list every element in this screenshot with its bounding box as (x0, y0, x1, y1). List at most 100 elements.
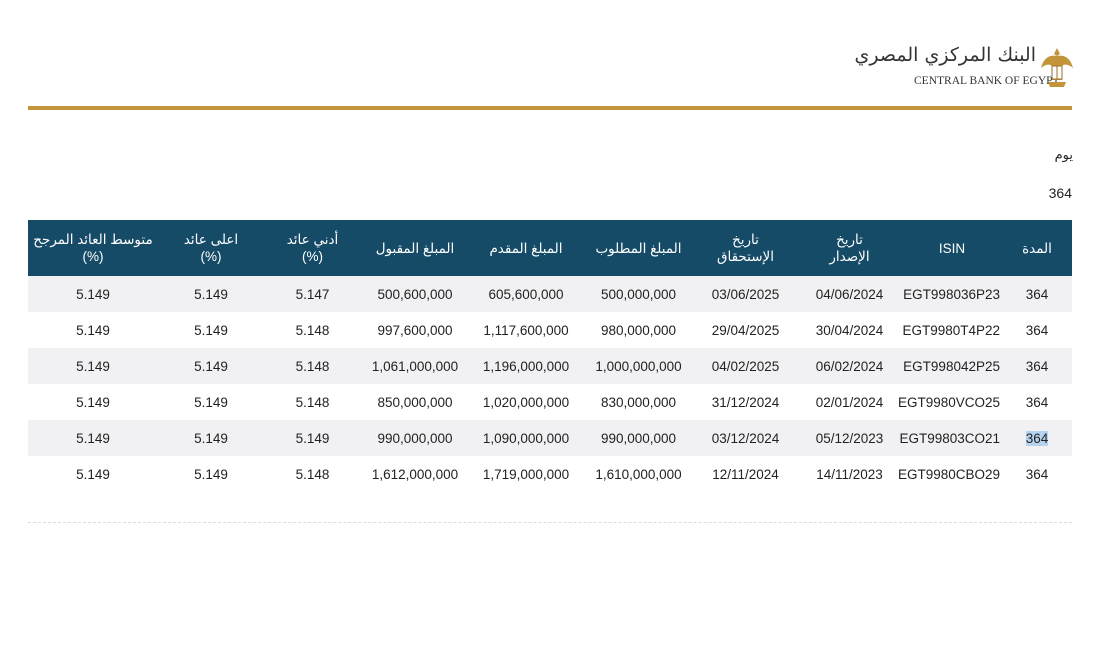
table-cell: 04/06/2024 (797, 276, 902, 312)
table-cell: 1,196,000,000 (469, 348, 583, 384)
logo-arabic: البنك المركزي المصري (854, 44, 1036, 66)
table-cell: 1,000,000,000 (583, 348, 694, 384)
table-cell: EGT9980CBO29 (898, 456, 1002, 492)
table-cell: 364 (1002, 276, 1072, 312)
table-cell: 05/12/2023 (797, 420, 902, 456)
cell-text: 5.149 (194, 322, 228, 338)
cell-text: 29/04/2025 (711, 322, 780, 338)
table-cell: 5.149 (28, 348, 158, 384)
table-row: 364 EGT9980CBO29 14/11/2023 12/11/2024 1,610… (28, 456, 1072, 492)
column-header: المدة (1002, 220, 1072, 276)
table-cell: EGT99803CO21 (899, 420, 1002, 456)
cell-text: EGT9980T4P22 (902, 322, 1000, 338)
table-row: 364 EGT9980T4P22 30/04/2024 29/04/2025 980,0… (28, 312, 1072, 348)
gold-rule (28, 106, 1072, 110)
table-cell: 5.148 (264, 456, 361, 492)
table-cell: 364 (1002, 456, 1072, 492)
cell-text: 30/04/2024 (815, 322, 884, 338)
cell-text: 1,610,000,000 (595, 466, 682, 482)
table-cell: 364 (1002, 312, 1072, 348)
table-cell: 5.149 (28, 384, 158, 420)
table-cell: 5.148 (264, 384, 361, 420)
cell-text: 5.148 (295, 466, 330, 482)
table-cell: 830,000,000 (583, 384, 694, 420)
cell-text: EGT998036P23 (903, 286, 1000, 302)
cell-text: 850,000,000 (377, 394, 453, 410)
cell-text: 364 (1025, 286, 1049, 302)
cell-text: 5.149 (194, 358, 228, 374)
table-row: 364 EGT998036P23 04/06/2024 03/06/2025 500,0… (28, 276, 1072, 312)
table-cell: 5.149 (158, 456, 264, 492)
table-cell: EGT9980T4P22 (902, 312, 1002, 348)
cell-text: 03/12/2024 (711, 430, 780, 446)
table-row: 364 EGT99803CO21 05/12/2023 03/12/2024 990,0… (28, 420, 1072, 456)
cell-text: 980,000,000 (600, 322, 677, 338)
column-header: المبلغ المطلوب (583, 220, 694, 276)
table-cell: 1,719,000,000 (469, 456, 583, 492)
cell-text: 5.149 (76, 286, 110, 302)
cell-text: 364 (1025, 358, 1049, 374)
cell-text: EGT99803CO21 (899, 430, 1000, 446)
table-cell: 1,020,000,000 (469, 384, 583, 420)
cell-text: 5.148 (295, 358, 330, 374)
table-cell: 364 (1002, 420, 1072, 456)
table-cell: 500,600,000 (361, 276, 469, 312)
table-cell: 990,000,000 (361, 420, 469, 456)
table-cell: 5.149 (28, 276, 158, 312)
cell-text: 500,000,000 (600, 286, 677, 302)
table-cell: 30/04/2024 (797, 312, 902, 348)
table-cell: 1,061,000,000 (361, 348, 469, 384)
table-cell: 5.149 (264, 420, 361, 456)
cell-text: 1,020,000,000 (482, 394, 570, 410)
table-row: 364 EGT9980VCO25 02/01/2024 31/12/2024 830,0… (28, 384, 1072, 420)
table-cell: 5.148 (264, 348, 361, 384)
cell-text: 990,000,000 (600, 430, 677, 446)
cell-text: 5.147 (295, 286, 330, 302)
cell-text: 04/06/2024 (815, 286, 884, 302)
column-header: اعلى عائد (%) (158, 220, 264, 276)
table-cell: 1,612,000,000 (361, 456, 469, 492)
cell-text: 5.149 (295, 430, 330, 446)
cell-text: 04/02/2025 (711, 358, 780, 374)
cell-text: EGT9980CBO29 (897, 466, 1000, 482)
table-cell: 5.149 (158, 276, 264, 312)
table-cell: 29/04/2025 (694, 312, 797, 348)
table-cell: 02/01/2024 (797, 384, 902, 420)
table-cell: 04/02/2025 (694, 348, 797, 384)
table-cell: 500,000,000 (583, 276, 694, 312)
cell-text: 02/01/2024 (815, 394, 884, 410)
cell-text: 5.149 (194, 286, 228, 302)
cell-text: 5.149 (76, 322, 110, 338)
cell-text: 12/11/2024 (712, 466, 779, 482)
cell-text: 5.148 (295, 394, 330, 410)
logo: البنك المركزي المصري CENTRAL BANK OF EGY… (855, 44, 1074, 90)
cell-text: 31/12/2024 (711, 394, 780, 410)
table-cell: 5.148 (264, 312, 361, 348)
table-body: 364 EGT998036P23 04/06/2024 03/06/2025 500,0… (28, 276, 1072, 492)
cell-text: 1,719,000,000 (482, 466, 570, 482)
table-cell: 980,000,000 (583, 312, 694, 348)
cell-text: 364 (1025, 430, 1049, 446)
cell-text: 1,000,000,000 (595, 358, 682, 374)
cell-text: 1,117,600,000 (483, 322, 569, 338)
cell-text: 5.149 (76, 394, 110, 410)
cell-text: 1,061,000,000 (371, 358, 459, 374)
column-header: أدني عائد (%) (264, 220, 361, 276)
table-cell: 03/12/2024 (694, 420, 797, 456)
table-cell: 14/11/2023 (797, 456, 902, 492)
table-cell: EGT998042P25 (902, 348, 1002, 384)
table-cell: 605,600,000 (469, 276, 583, 312)
cell-text: 997,600,000 (377, 322, 453, 338)
column-header: المبلغ المقدم (469, 220, 583, 276)
filter-value: 364 (1048, 185, 1072, 201)
cell-text: 5.148 (295, 322, 330, 338)
cell-text: 500,600,000 (377, 286, 453, 302)
table-cell: 06/02/2024 (797, 348, 902, 384)
cell-text: 5.149 (76, 358, 110, 374)
table-cell: 5.149 (158, 312, 264, 348)
table-cell: 5.149 (158, 420, 264, 456)
cell-text: 605,600,000 (488, 286, 564, 302)
table-cell: 850,000,000 (361, 384, 469, 420)
cell-text: EGT998042P25 (903, 358, 1000, 374)
